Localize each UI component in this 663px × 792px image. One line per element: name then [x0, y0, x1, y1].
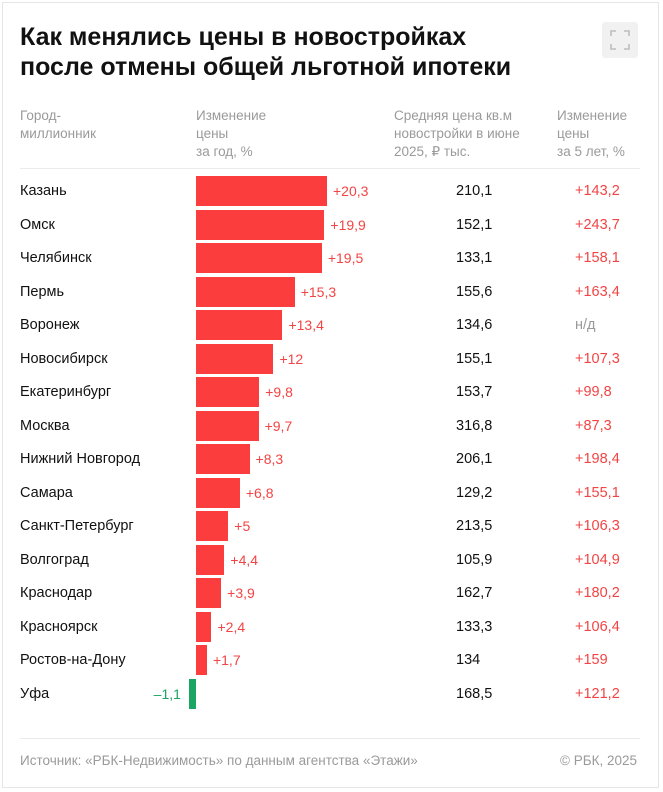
bar-value-label: +2,4 [217, 618, 246, 635]
expand-button[interactable] [602, 22, 638, 58]
bar-value-label: +9,8 [265, 384, 293, 400]
change-5y-value: +106,3 [575, 518, 620, 534]
bar [196, 276, 295, 307]
avg-price-value: 153,7 [456, 384, 493, 400]
change-5y-value: +158,1 [575, 250, 620, 266]
change-5y-value: +99,8 [575, 384, 612, 400]
city-label: Уфа [20, 685, 50, 702]
bar [196, 477, 240, 508]
bar-value-label: +19,5 [327, 250, 364, 266]
bar [196, 444, 250, 474]
header-avg-price: Средняя цена кв.м новостройки в июне 202… [394, 108, 520, 159]
avg-price-value: 213,5 [456, 518, 493, 534]
copyright: © РБК, 2025 [560, 753, 637, 768]
change-5y-value: +104,9 [575, 551, 620, 568]
avg-price-value: 316,8 [456, 417, 493, 434]
city-label: Екатеринбург [20, 384, 112, 400]
bar [196, 209, 325, 240]
footer-divider [20, 738, 640, 739]
change-5y-value: +87,3 [575, 417, 612, 434]
avg-price-value: 134 [456, 652, 481, 668]
bar [196, 611, 212, 642]
change-5y-value: +155,1 [575, 484, 620, 501]
bar-value-label: –1,1 [153, 685, 181, 702]
title-line-2: после отмены общей льготной ипотеки [20, 53, 512, 81]
avg-price-value: 134,6 [456, 317, 493, 333]
change-5y-value: +143,2 [575, 183, 620, 199]
bar-value-label: +9,7 [264, 417, 293, 434]
bar [196, 410, 259, 441]
bar [196, 645, 207, 675]
bar [196, 343, 274, 374]
bar [196, 511, 229, 541]
city-label: Москва [20, 417, 70, 434]
title-line-1: Как менялись цены в новостройках [20, 23, 467, 51]
chart-title: Как менялись цены в новостройках после о… [20, 22, 580, 82]
change-5y-value: +163,4 [575, 283, 620, 300]
bar [196, 377, 260, 407]
change-5y-value: +198,4 [575, 451, 620, 467]
city-label: Казань [20, 183, 67, 199]
bar-value-label: +1,7 [212, 652, 241, 668]
avg-price-value: 129,2 [456, 484, 493, 501]
bar-value-label: +6,8 [245, 484, 274, 501]
avg-price-value: 168,5 [456, 685, 493, 702]
avg-price-value: 105,9 [456, 551, 493, 568]
header-change-5y: Изменение цены за 5 лет, % [557, 108, 628, 159]
expand-icon [610, 30, 630, 50]
bar-value-label: +19,9 [330, 216, 366, 233]
change-5y-value: +121,2 [575, 685, 620, 702]
bar-value-label: +15,3 [300, 283, 337, 300]
bar [196, 544, 225, 575]
city-label: Самара [20, 484, 73, 501]
avg-price-value: 152,1 [456, 216, 493, 233]
change-5y-value: н/д [575, 317, 596, 333]
avg-price-value: 133,3 [456, 618, 493, 635]
bar [196, 243, 322, 273]
bar-value-label: +5 [234, 518, 251, 534]
bar-value-label: +8,3 [255, 451, 284, 467]
city-label: Санкт-Петербург [20, 518, 134, 534]
change-5y-value: +106,4 [575, 618, 620, 635]
bar-value-label: +3,9 [227, 585, 255, 601]
change-5y-value: +159 [575, 652, 608, 668]
bar-value-label: +12 [279, 350, 304, 367]
city-label: Воронеж [20, 317, 80, 333]
header-change-year: Изменение цены за год, % [196, 108, 267, 159]
city-label: Новосибирск [20, 350, 108, 367]
bar [196, 176, 327, 206]
avg-price-value: 206,1 [456, 451, 493, 467]
city-label: Волгоград [20, 551, 89, 568]
avg-price-value: 210,1 [456, 183, 493, 199]
change-5y-value: +243,7 [575, 216, 620, 233]
city-label: Нижний Новгород [20, 451, 141, 467]
city-label: Омск [20, 216, 55, 233]
city-label: Краснодар [20, 585, 93, 601]
bar-value-label: +4,4 [230, 551, 259, 568]
bar-value-label: +20,3 [333, 183, 369, 199]
change-5y-value: +180,2 [575, 585, 620, 601]
city-label: Челябинск [20, 250, 92, 266]
avg-price-value: 155,1 [456, 350, 493, 367]
bar [188, 678, 196, 709]
bar [196, 310, 283, 340]
avg-price-value: 155,6 [456, 283, 493, 300]
avg-price-value: 162,7 [456, 585, 493, 601]
change-5y-value: +107,3 [575, 350, 620, 367]
city-label: Ростов-на-Дону [20, 652, 126, 668]
bar-value-label: +13,4 [288, 317, 324, 333]
city-label: Красноярск [20, 618, 98, 635]
bar [196, 578, 222, 608]
header-city: Город- миллионник [20, 108, 96, 141]
city-label: Пермь [20, 283, 65, 300]
avg-price-value: 133,1 [456, 250, 493, 266]
source-note: Источник: «РБК-Недвижимость» по данным а… [20, 753, 418, 768]
header-divider [20, 168, 640, 169]
